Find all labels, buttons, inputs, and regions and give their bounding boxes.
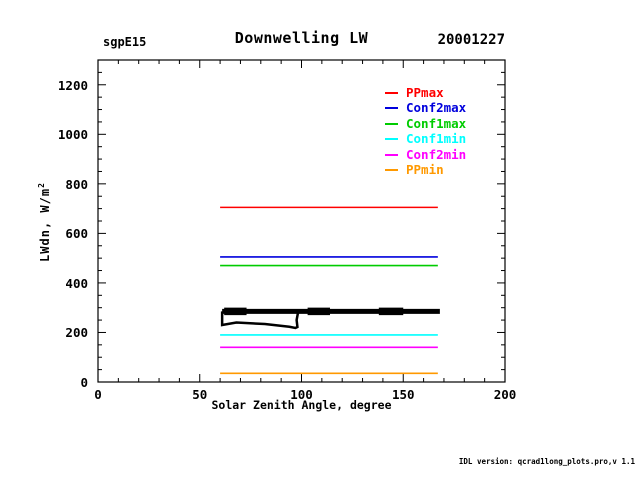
x-tick-label: 50 bbox=[192, 387, 208, 402]
plot-title: Downwelling LW bbox=[234, 29, 369, 47]
y-axis-title: LWdn, W/m2 bbox=[37, 152, 53, 292]
legend-item-Conf1max: Conf1max bbox=[385, 116, 466, 132]
legend-label: Conf2max bbox=[406, 100, 467, 116]
measured-loop bbox=[220, 311, 300, 330]
footer-left: Sat Dec 9 06:25:21 2006 Battelle Pacific… bbox=[7, 443, 355, 480]
x-tick-label: 100 bbox=[290, 387, 313, 402]
legend-label: Conf1min bbox=[406, 131, 467, 147]
y-tick-label: 1200 bbox=[57, 77, 88, 93]
legend-item-PPmax: PPmax bbox=[385, 85, 466, 101]
legend: PPmax Conf2max Conf1max Conf1min Conf2min PPm… bbox=[385, 85, 466, 178]
legend-label: Conf1max bbox=[406, 115, 467, 131]
legend-label: Conf2min bbox=[406, 146, 467, 162]
x-tick-label: 0 bbox=[94, 387, 102, 402]
site-label: sgpE15 bbox=[103, 35, 147, 49]
x-tick-label: 200 bbox=[493, 387, 517, 402]
legend-dash-icon bbox=[385, 138, 398, 141]
legend-dash-icon bbox=[385, 91, 398, 94]
legend-item-Conf2min: Conf2min bbox=[385, 147, 466, 163]
legend-item-PPmin: PPmin bbox=[385, 163, 466, 179]
y-tick-label: 400 bbox=[65, 275, 88, 291]
x-axis-title: Solar Zenith Angle, degree bbox=[211, 398, 392, 412]
y-axis-title-exponent: 2 bbox=[37, 182, 46, 188]
legend-dash-icon bbox=[385, 122, 398, 125]
y-axis-title-text: LWdn, W/m bbox=[38, 187, 52, 262]
y-tick-label: 1000 bbox=[57, 127, 88, 143]
y-tick-label: 600 bbox=[65, 226, 88, 242]
x-tick-label: 150 bbox=[391, 387, 415, 402]
y-tick-label: 800 bbox=[65, 176, 88, 192]
y-tick-label: 0 bbox=[80, 375, 88, 390]
legend-label: PPmax bbox=[406, 84, 444, 100]
legend-item-Conf2max: Conf2max bbox=[385, 101, 466, 117]
footer-right: IDL version: qcrad1long_plots.pro,v 1.1 … bbox=[400, 441, 635, 480]
legend-dash-icon bbox=[385, 169, 398, 172]
legend-dash-icon bbox=[385, 107, 398, 110]
legend-item-Conf1min: Conf1min bbox=[385, 132, 466, 148]
date-label: 20001227 bbox=[437, 32, 505, 48]
legend-dash-icon bbox=[385, 153, 398, 156]
y-tick-label: 200 bbox=[65, 325, 88, 341]
legend-label: PPmin bbox=[406, 162, 444, 178]
idl-version-line: IDL version: qcrad1long_plots.pro,v 1.1 bbox=[458, 457, 635, 467]
